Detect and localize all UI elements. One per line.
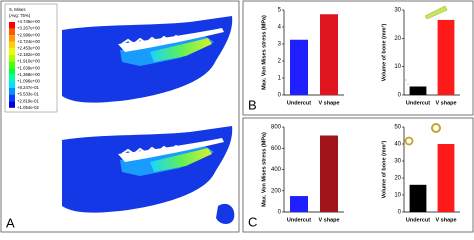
- legend-label: +1.368e+00: [17, 72, 41, 77]
- legend-label: +1.910e+00: [17, 59, 41, 64]
- x-tick-label: V shape: [435, 100, 456, 106]
- legend-title: S, Mises: [9, 7, 25, 12]
- legend-swatch: [9, 48, 15, 55]
- legend-swatch: [9, 101, 15, 108]
- fea-model-top: [62, 16, 233, 103]
- y-tick-label: 800: [271, 125, 282, 131]
- y-tick-label: 4: [278, 25, 282, 31]
- y-tick-label: 3: [278, 42, 282, 48]
- y-tick-label: 50: [394, 125, 401, 131]
- legend-swatch: [9, 74, 15, 82]
- legend-scale: +4.745e+00 +3.267e+00+2.996e+00 +2.724e+00…: [9, 19, 41, 110]
- y-axis-label: Volume of bone (mm³): [380, 141, 387, 199]
- x-tick-label: V shape: [435, 217, 456, 223]
- legend-swatch: [9, 94, 15, 102]
- bone-icon: [405, 5, 448, 85]
- y-tick-label: 2: [278, 59, 282, 65]
- legend-swatch: [9, 68, 15, 75]
- legend-swatch: [9, 41, 15, 49]
- bar: [409, 86, 427, 95]
- panel-label: A: [6, 215, 15, 230]
- legend-swatch: [9, 22, 15, 29]
- x-tick-label: Undercut: [406, 217, 430, 223]
- panel-label: C: [248, 214, 257, 229]
- legend-swatch: [9, 81, 15, 88]
- legend-swatch: [9, 35, 15, 42]
- x-tick-label: Undercut: [287, 100, 311, 106]
- legend-swatch: [9, 88, 15, 95]
- legend-label: +2.453e+00: [17, 46, 41, 51]
- y-tick-label: 600: [271, 146, 282, 152]
- legend-subtitle: (Avg: 75%): [9, 13, 31, 18]
- x-tick-label: V shape: [318, 100, 339, 106]
- y-tick-label: 0: [398, 210, 402, 216]
- legend-label: +4.745e+00: [17, 19, 41, 24]
- legend-swatch: [9, 61, 15, 69]
- panel-b-frame: [242, 0, 474, 116]
- y-axis-label: Max. Von Mises stress (MPa): [261, 15, 267, 90]
- figure: S, Mises (Avg: 75%) +4.745e+00 +3.267e+00…: [0, 0, 474, 233]
- y-tick-label: 40: [394, 142, 401, 148]
- legend-label: +2.182e+00: [17, 52, 41, 57]
- legend-swatch: [9, 55, 15, 62]
- y-tick-label: 10: [394, 64, 401, 70]
- y-tick-label: 20: [394, 36, 401, 42]
- legend-label: +1.054e-02: [17, 105, 39, 110]
- bar: [437, 19, 455, 96]
- bar: [320, 14, 338, 95]
- y-axis-label: Volume of bone (mm³): [380, 24, 387, 82]
- legend-label: +2.996e+00: [17, 32, 41, 37]
- fea-legend: S, Mises (Avg: 75%) +4.745e+00 +3.267e+00…: [4, 3, 58, 113]
- page: {"panels": [ {"label": "A", "legend": {"…: [0, 0, 474, 233]
- x-tick-label: V shape: [318, 217, 339, 223]
- y-axis-label: Max. Von Mises stress (MPa): [261, 132, 267, 207]
- panel-c-frame: [242, 117, 474, 233]
- bar: [437, 144, 455, 212]
- panel-a-frame: [0, 0, 240, 233]
- legend-label: +5.533e-01: [17, 92, 39, 97]
- y-tick-label: 200: [271, 188, 282, 194]
- bar: [320, 135, 338, 212]
- legend-label: +3.267e+00: [17, 26, 41, 31]
- y-tick-label: 30: [394, 8, 401, 14]
- x-tick-label: Undercut: [406, 100, 430, 106]
- y-tick-label: 0: [278, 93, 282, 99]
- y-tick-label: 30: [394, 159, 401, 165]
- bar: [290, 196, 308, 212]
- bar: [290, 39, 308, 95]
- y-tick-label: 1: [278, 76, 282, 82]
- bar: [409, 184, 427, 212]
- legend-label: +1.096e+00: [17, 79, 41, 84]
- legend-label: +2.819e-01: [17, 98, 39, 103]
- panel-label: B: [248, 97, 257, 112]
- y-tick-label: 5: [278, 8, 282, 14]
- legend-swatch: [9, 28, 15, 36]
- y-tick-label: 400: [271, 167, 282, 173]
- y-tick-label: 20: [394, 176, 401, 182]
- y-tick-label: 0: [278, 210, 282, 216]
- legend-label: +1.639e+00: [17, 65, 41, 70]
- bone-icon: [404, 123, 441, 146]
- y-tick-label: 10: [394, 193, 401, 199]
- y-tick-label: 0: [398, 93, 402, 99]
- legend-label: +2.724e+00: [17, 39, 41, 44]
- fea-model-bottom: [62, 126, 235, 224]
- x-tick-label: Undercut: [287, 217, 311, 223]
- legend-label: +8.247e-01: [17, 85, 39, 90]
